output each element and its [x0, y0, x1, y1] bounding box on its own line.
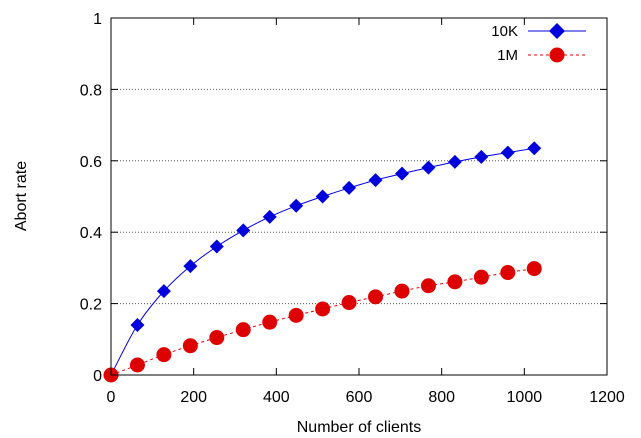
legend: 10K 1M — [491, 23, 586, 64]
point-1m-4 — [209, 330, 225, 346]
point-1m-3 — [182, 338, 198, 354]
point-1m-2 — [156, 347, 172, 363]
point-1m-16 — [526, 261, 542, 277]
point-10k-16 — [527, 141, 542, 156]
point-1m-15 — [500, 265, 516, 281]
series-layer — [103, 141, 542, 383]
series-line-10k — [110, 147, 535, 376]
point-10k-12 — [421, 160, 436, 175]
point-10k-8 — [315, 189, 330, 204]
legend-label-1m: 1M — [497, 47, 518, 64]
point-1m-10 — [368, 289, 384, 305]
x-tick-label-0: 0 — [107, 389, 116, 406]
tick-marks — [110, 17, 608, 376]
legend-marker-10k — [549, 23, 565, 39]
y-tick-label-4: 0.8 — [80, 82, 102, 99]
point-1m-5 — [235, 322, 251, 338]
point-10k-6 — [262, 209, 277, 224]
point-10k-3 — [183, 259, 198, 274]
point-10k-2 — [156, 284, 171, 299]
point-10k-11 — [394, 166, 409, 181]
y-tick-label-2: 0.4 — [80, 225, 102, 242]
y-axis-label: Abort rate — [13, 161, 30, 231]
y-tick-label-5: 1 — [93, 11, 102, 28]
x-axis-label: Number of clients — [297, 419, 422, 436]
x-tick-label-6: 1200 — [589, 389, 625, 406]
point-1m-12 — [420, 278, 436, 294]
legend-marker-1m — [549, 47, 565, 63]
legend-label-10k: 10K — [491, 23, 518, 40]
point-10k-1 — [130, 318, 145, 333]
point-10k-9 — [342, 180, 357, 195]
point-1m-7 — [288, 307, 304, 323]
point-1m-1 — [129, 357, 145, 373]
point-10k-4 — [209, 239, 224, 254]
point-1m-13 — [447, 274, 463, 290]
point-1m-11 — [394, 283, 410, 299]
plot-frame — [110, 17, 608, 376]
x-tick-label-1: 200 — [180, 389, 207, 406]
point-10k-14 — [474, 149, 489, 164]
point-10k-10 — [368, 173, 383, 188]
point-1m-14 — [473, 269, 489, 285]
series-line-1m — [110, 268, 535, 376]
point-10k-7 — [289, 198, 304, 213]
point-1m-9 — [341, 295, 357, 311]
y-tick-label-0: 0 — [93, 368, 102, 385]
y-tick-label-1: 0.2 — [80, 297, 102, 314]
point-10k-15 — [500, 145, 515, 160]
y-tick-label-3: 0.6 — [80, 154, 102, 171]
x-tick-label-2: 400 — [263, 389, 290, 406]
x-tick-label-3: 600 — [346, 389, 373, 406]
point-10k-5 — [236, 223, 251, 238]
tick-labels: 0 0.2 0.4 0.6 0.8 1 0 200 400 600 800 1000 1200 — [80, 11, 625, 406]
x-tick-label-5: 1000 — [507, 389, 543, 406]
point-1m-8 — [315, 301, 331, 317]
x-tick-label-4: 800 — [428, 389, 455, 406]
point-10k-13 — [447, 154, 462, 169]
point-1m-6 — [262, 314, 278, 330]
